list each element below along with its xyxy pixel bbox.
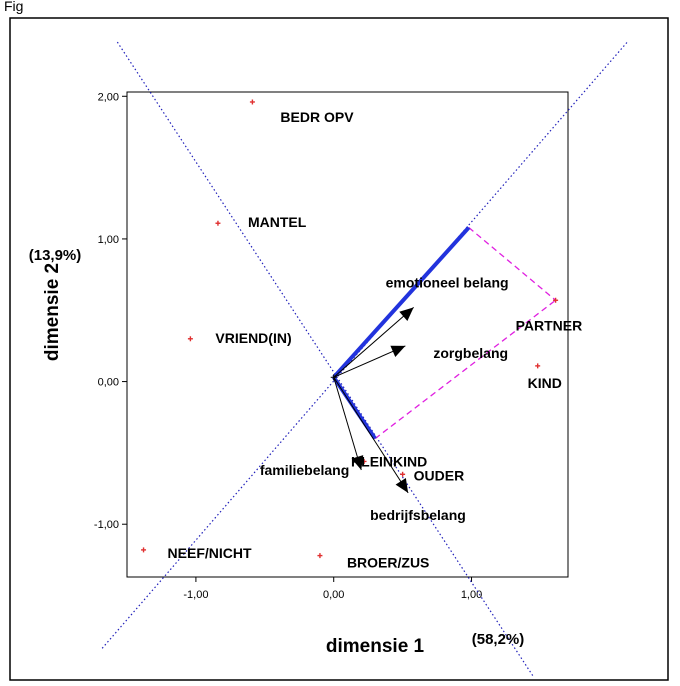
- projection-line: [332, 226, 471, 379]
- point-label: OUDER: [414, 467, 465, 483]
- y-explained-label: (13,9%): [29, 247, 82, 264]
- dotted-reference-axis: [116, 41, 535, 678]
- point-bedr-opv: BEDR OPV: [249, 99, 354, 125]
- point-label: VRIEND(IN): [215, 330, 291, 346]
- point-partner: PARTNER: [516, 297, 583, 333]
- point-kind: KIND: [528, 363, 562, 391]
- y-axis-label: dimensie 2: [42, 263, 63, 361]
- axes-layer: -1,00 0,00 1,00 -1,00 0,00 1,00 2,00: [94, 91, 482, 601]
- point-broer-zus: BROER/ZUS: [317, 553, 429, 571]
- vector-label: bedrijfsbelang: [370, 507, 466, 523]
- point-neef-nicht: NEEF/NICHT: [141, 545, 252, 561]
- vector-label: familiebelang: [260, 462, 349, 478]
- figure-label: Fig: [4, 0, 24, 14]
- point-label: PARTNER: [516, 317, 583, 333]
- vector-bedrijfsbelang: bedrijfsbelang: [333, 377, 466, 523]
- point-label: MANTEL: [248, 214, 307, 230]
- point-label: KIND: [528, 375, 562, 391]
- x-axis-label: dimensie 1: [326, 636, 425, 657]
- plot-area-frame: [126, 91, 569, 578]
- point-label: KLEINKIND: [351, 453, 427, 469]
- points-layer: BEDR OPV MANTEL VRIEND(IN) PARTNER KIND KLEIN…: [141, 99, 583, 571]
- vector-familiebelang: familiebelang: [260, 377, 364, 478]
- dashed-projection-line: [468, 227, 557, 301]
- dashed-projection-line: [374, 299, 556, 440]
- point-label: BEDR OPV: [280, 109, 354, 125]
- vectors-layer: emotioneel belang zorgbelang familiebelang…: [260, 274, 509, 522]
- x-tick-label: -1,00: [183, 589, 208, 601]
- x-tick-label: 1,00: [461, 589, 482, 601]
- vector-label: zorgbelang: [433, 345, 508, 361]
- vector-emotioneel-belang: emotioneel belang: [333, 274, 509, 378]
- vector-zorgbelang: zorgbelang: [333, 345, 508, 378]
- x-tick-label: 0,00: [323, 589, 344, 601]
- y-tick-label: -1,00: [94, 519, 119, 531]
- figure-frame: [9, 17, 669, 681]
- y-tick-label: 0,00: [98, 377, 119, 389]
- x-explained-label: (58,2%): [472, 631, 525, 648]
- point-vriend-in: VRIEND(IN): [187, 330, 292, 346]
- point-mantel: MANTEL: [215, 214, 307, 230]
- point-label: BROER/ZUS: [347, 555, 429, 571]
- y-tick-label: 2,00: [98, 91, 119, 103]
- point-ouder: OUDER: [400, 467, 464, 483]
- point-label: NEEF/NICHT: [168, 545, 252, 561]
- lines-layer: [101, 41, 628, 678]
- y-tick-label: 1,00: [98, 234, 119, 246]
- vector-label: emotioneel belang: [386, 274, 509, 290]
